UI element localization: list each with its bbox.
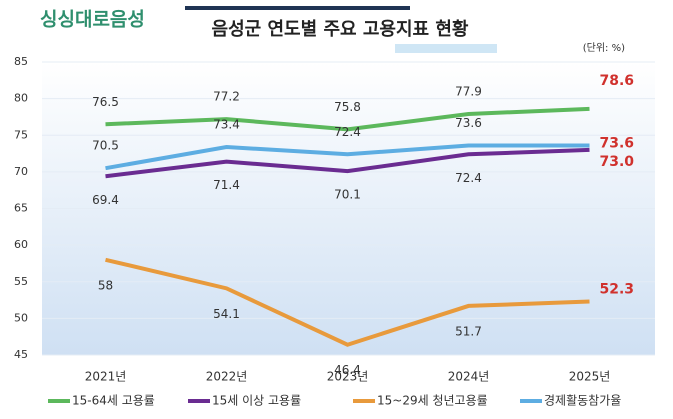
data-label: 71.4 <box>213 178 240 192</box>
y-tick-label: 50 <box>14 311 28 324</box>
data-label: 72.4 <box>334 125 361 139</box>
data-label: 73.6 <box>600 136 635 152</box>
data-label: 54.1 <box>213 307 240 321</box>
data-label: 72.4 <box>455 171 482 185</box>
data-label: 73.0 <box>600 154 635 170</box>
data-label: 70.5 <box>92 139 119 153</box>
data-label: 69.4 <box>92 193 119 207</box>
series-line <box>105 143 590 171</box>
y-tick-label: 85 <box>14 55 28 68</box>
title-underline <box>395 44 497 53</box>
data-label: 73.6 <box>455 116 482 130</box>
logo: 싱싱대로음성 <box>40 9 145 31</box>
unit-note: (단위: %) <box>583 41 625 54</box>
data-label: 58 <box>98 278 113 292</box>
legend-label: 15-64세 고용률 <box>72 394 155 408</box>
data-label: 77.9 <box>455 85 482 99</box>
data-label: 76.5 <box>92 95 119 109</box>
legend-label: 15세 이상 고용률 <box>212 394 301 408</box>
title-bar <box>185 6 410 10</box>
data-label: 78.6 <box>600 73 635 89</box>
y-tick-label: 70 <box>14 165 28 178</box>
y-tick-label: 65 <box>14 202 28 215</box>
x-tick-label: 2025년 <box>569 370 611 384</box>
data-label: 51.7 <box>455 324 482 338</box>
data-label: 77.2 <box>213 90 240 104</box>
x-tick-label: 2023년 <box>327 370 369 384</box>
legend-label: 15~29세 청년고용률 <box>377 394 488 408</box>
chart-title: 음성군 연도별 주요 고용지표 현황 <box>212 19 469 40</box>
data-label: 75.8 <box>334 100 361 114</box>
y-tick-label: 75 <box>14 128 28 141</box>
x-tick-label: 2022년 <box>206 370 248 384</box>
y-tick-label: 80 <box>14 92 28 105</box>
data-label: 52.3 <box>600 282 635 298</box>
x-tick-label: 2024년 <box>448 370 490 384</box>
series-line <box>105 257 590 347</box>
legend-label: 경제활동참가율 <box>544 394 621 408</box>
series-line <box>105 106 590 132</box>
y-tick-label: 45 <box>14 348 28 361</box>
data-label: 70.1 <box>334 188 361 202</box>
y-tick-label: 60 <box>14 238 28 251</box>
series-line <box>105 147 590 179</box>
x-tick-label: 2021년 <box>85 370 127 384</box>
y-tick-label: 55 <box>14 275 28 288</box>
data-label: 73.4 <box>213 117 240 131</box>
data-label: 46.4 <box>334 363 361 377</box>
